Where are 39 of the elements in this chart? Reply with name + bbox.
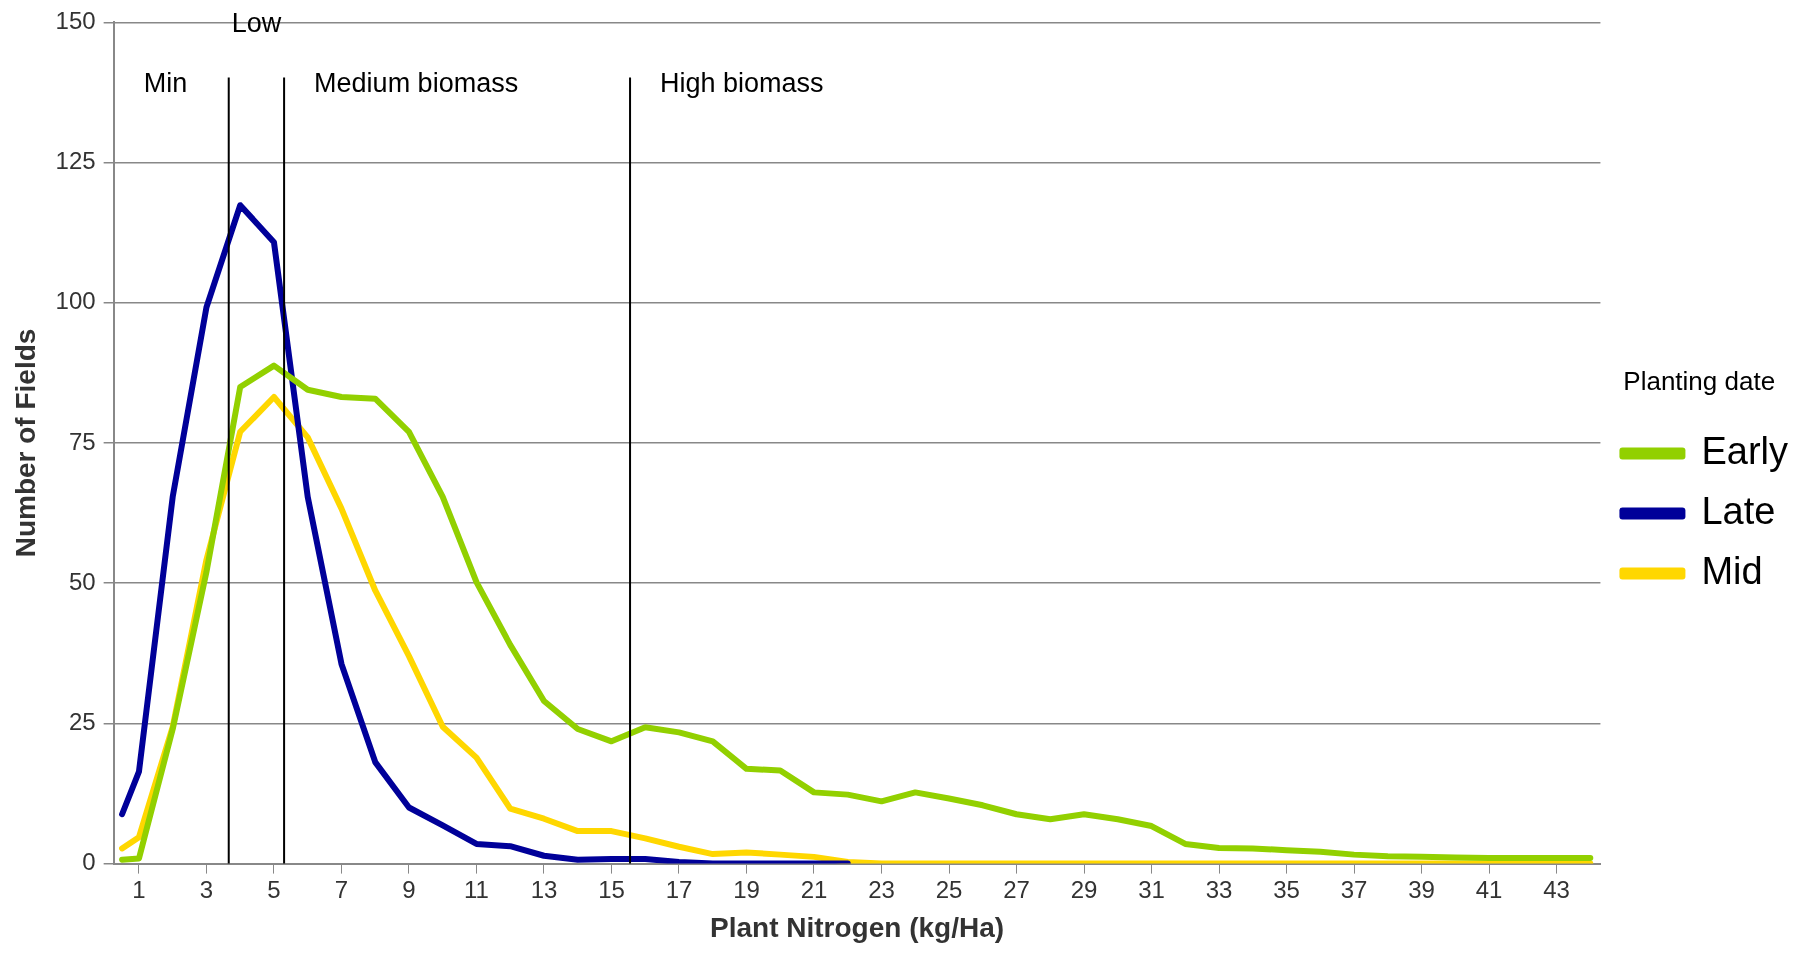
y-tick-label: 50 bbox=[68, 567, 96, 595]
x-tick-label: 9 bbox=[402, 875, 416, 903]
x-tick-label: 33 bbox=[1205, 875, 1233, 903]
x-tick-label: 29 bbox=[1070, 875, 1098, 903]
x-tick-label: 11 bbox=[464, 875, 489, 903]
y-tick-label: 25 bbox=[68, 708, 96, 736]
legend-title: Planting date bbox=[1623, 365, 1776, 396]
x-axis-title: Plant Nitrogen (kg/Ha) bbox=[710, 911, 1005, 943]
annotation: High biomass bbox=[660, 67, 824, 98]
x-tick-label: 3 bbox=[199, 875, 214, 903]
legend-label: Mid bbox=[1701, 550, 1763, 593]
x-tick-label: 5 bbox=[267, 875, 281, 903]
x-tick-label: 27 bbox=[1003, 875, 1030, 903]
annotation: Medium biomass bbox=[314, 67, 519, 98]
annotation: Low bbox=[231, 7, 282, 38]
x-tick-label: 31 bbox=[1138, 875, 1165, 903]
x-tick-label: 25 bbox=[935, 875, 963, 903]
x-tick-label: 43 bbox=[1543, 875, 1570, 903]
y-tick-label: 75 bbox=[68, 427, 96, 455]
x-tick-label: 19 bbox=[733, 875, 760, 903]
x-tick-label: 21 bbox=[800, 875, 828, 903]
x-tick-label: 7 bbox=[334, 875, 349, 903]
y-axis-title: Number of Fields bbox=[9, 328, 41, 558]
legend-label: Late bbox=[1701, 490, 1776, 533]
y-tick-label: 150 bbox=[55, 7, 96, 35]
y-tick-label: 0 bbox=[82, 848, 96, 876]
legend-label: Early bbox=[1701, 430, 1788, 473]
x-tick-label: 37 bbox=[1340, 875, 1368, 903]
x-tick-label: 13 bbox=[530, 875, 558, 903]
x-tick-label: 35 bbox=[1273, 875, 1300, 903]
x-tick-label: 23 bbox=[868, 875, 895, 903]
y-tick-label: 100 bbox=[55, 287, 96, 315]
x-tick-label: 39 bbox=[1408, 875, 1435, 903]
y-tick-label: 125 bbox=[55, 147, 96, 175]
x-tick-label: 17 bbox=[665, 875, 693, 903]
x-tick-label: 1 bbox=[132, 875, 146, 903]
x-tick-label: 41 bbox=[1475, 875, 1503, 903]
x-tick-label: 15 bbox=[598, 875, 625, 903]
annotation: Min bbox=[143, 67, 188, 98]
